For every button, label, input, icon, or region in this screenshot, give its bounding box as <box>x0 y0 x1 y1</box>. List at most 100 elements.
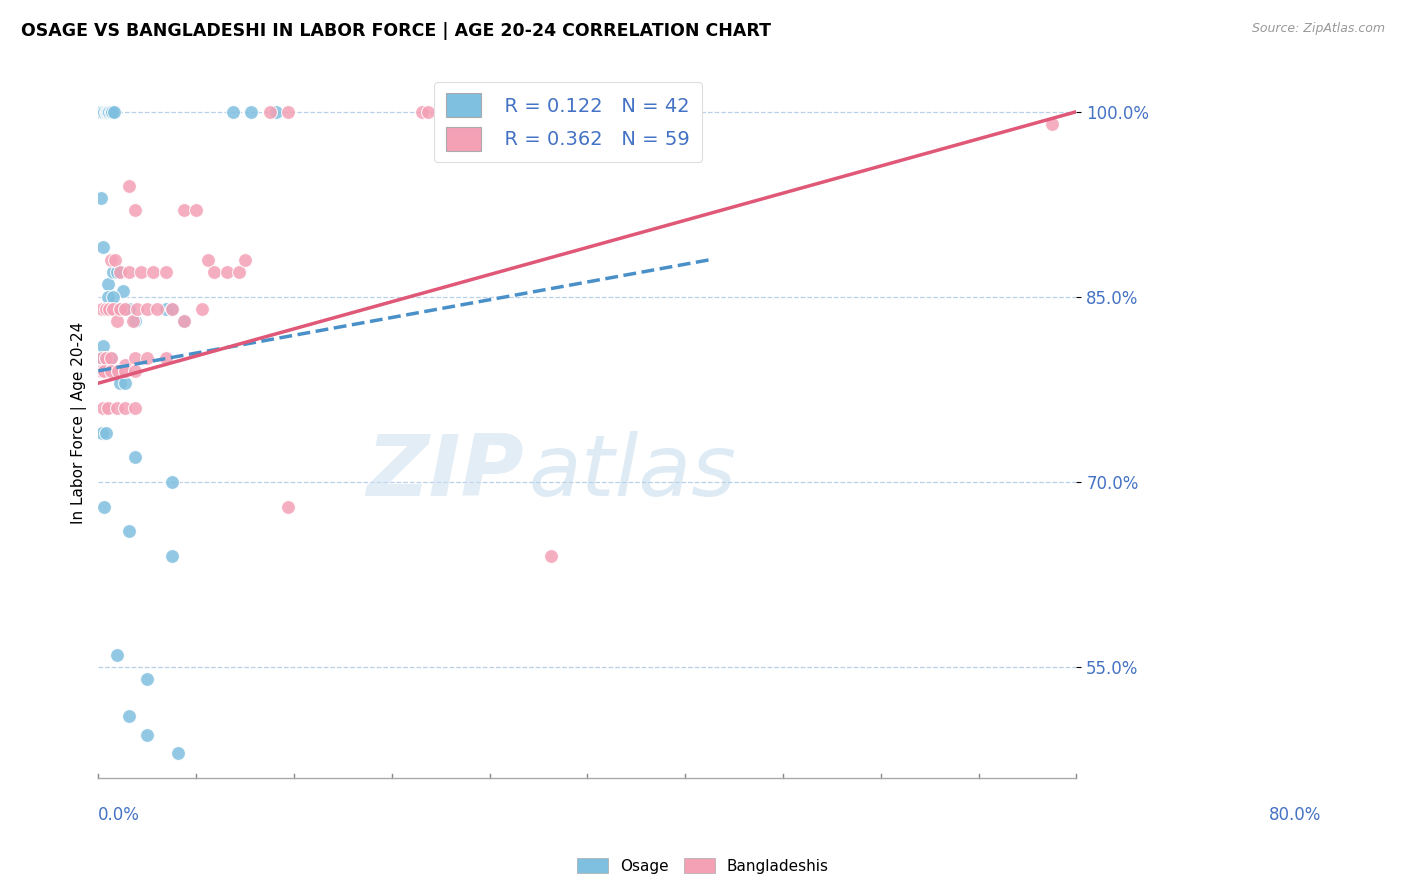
Text: atlas: atlas <box>529 432 737 515</box>
Point <box>96 104 118 119</box>
Point <box>105 314 128 328</box>
Point <box>160 302 183 317</box>
Legend: Osage, Bangladeshis: Osage, Bangladeshis <box>571 852 835 880</box>
Point <box>101 265 124 279</box>
Point <box>110 302 132 317</box>
Point <box>94 351 117 366</box>
Y-axis label: In Labor Force | Age 20-24: In Labor Force | Age 20-24 <box>72 322 87 524</box>
Text: ZIP: ZIP <box>366 432 524 515</box>
Point <box>160 302 183 317</box>
Point <box>215 265 238 279</box>
Point <box>89 104 111 119</box>
Point <box>155 302 177 317</box>
Point <box>277 104 299 119</box>
Point <box>104 364 127 378</box>
Point <box>110 376 132 391</box>
Point <box>233 252 256 267</box>
Point <box>1040 117 1063 131</box>
Point <box>418 104 440 119</box>
Text: 80.0%: 80.0% <box>1268 806 1320 824</box>
Point <box>91 240 114 254</box>
Point <box>155 265 177 279</box>
Point <box>118 709 141 723</box>
Point <box>166 747 188 761</box>
Point <box>204 265 226 279</box>
Point <box>100 104 122 119</box>
Point <box>97 290 120 304</box>
Point <box>97 401 120 415</box>
Point <box>94 425 117 440</box>
Point <box>228 265 250 279</box>
Point <box>98 104 121 119</box>
Point <box>173 314 195 328</box>
Point <box>101 290 124 304</box>
Point <box>173 314 195 328</box>
Point <box>100 351 122 366</box>
Point <box>124 450 146 465</box>
Point <box>114 376 136 391</box>
Point <box>546 104 568 119</box>
Point <box>142 265 165 279</box>
Point <box>197 252 219 267</box>
Point <box>100 252 122 267</box>
Point <box>118 265 141 279</box>
Point <box>277 500 299 514</box>
Point <box>240 104 263 119</box>
Point <box>259 104 281 119</box>
Point <box>121 314 143 328</box>
Point <box>124 351 146 366</box>
Point <box>105 265 128 279</box>
Point <box>98 302 121 317</box>
Point <box>551 104 574 119</box>
Point <box>136 302 159 317</box>
Point <box>540 549 562 563</box>
Point <box>191 302 214 317</box>
Point <box>110 364 132 378</box>
Legend:   R = 0.122   N = 42,   R = 0.362   N = 59: R = 0.122 N = 42, R = 0.362 N = 59 <box>434 82 702 162</box>
Point <box>107 364 129 378</box>
Point <box>118 302 141 317</box>
Point <box>114 302 136 317</box>
Point <box>136 728 159 742</box>
Point <box>146 302 169 317</box>
Point <box>93 500 115 514</box>
Point <box>94 302 117 317</box>
Point <box>127 302 149 317</box>
Point <box>101 104 124 119</box>
Point <box>104 364 127 378</box>
Point <box>118 524 141 539</box>
Point <box>91 425 114 440</box>
Point <box>124 203 146 218</box>
Point <box>93 104 115 119</box>
Point <box>110 302 132 317</box>
Point <box>90 364 112 378</box>
Point <box>101 364 124 378</box>
Text: Source: ZipAtlas.com: Source: ZipAtlas.com <box>1251 22 1385 36</box>
Point <box>136 673 159 687</box>
Point <box>103 104 125 119</box>
Point <box>91 339 114 353</box>
Point <box>101 302 124 317</box>
Point <box>173 203 195 218</box>
Point <box>105 648 128 662</box>
Point <box>105 401 128 415</box>
Point <box>160 549 183 563</box>
Point <box>114 401 136 415</box>
Point <box>124 401 146 415</box>
Point <box>136 351 159 366</box>
Point <box>91 104 114 119</box>
Text: OSAGE VS BANGLADESHI IN LABOR FORCE | AGE 20-24 CORRELATION CHART: OSAGE VS BANGLADESHI IN LABOR FORCE | AG… <box>21 22 770 40</box>
Point <box>155 351 177 366</box>
Point <box>124 364 146 378</box>
Text: 0.0%: 0.0% <box>98 806 141 824</box>
Point <box>91 401 114 415</box>
Point <box>94 104 117 119</box>
Point <box>91 302 114 317</box>
Point <box>114 364 136 378</box>
Point <box>97 104 120 119</box>
Point <box>114 358 136 372</box>
Point <box>100 351 122 366</box>
Point <box>222 104 245 119</box>
Point <box>94 351 117 366</box>
Point <box>124 314 146 328</box>
